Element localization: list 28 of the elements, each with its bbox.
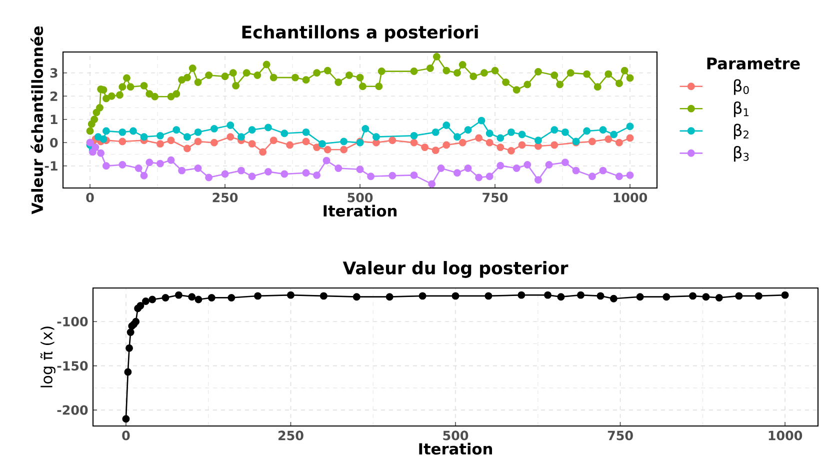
chart-title: Valeur du log posterior [342,261,568,278]
y-tick-label: 3 [50,68,58,78]
y-tick-label: 1 [50,114,58,124]
y-tick-label: -200 [57,405,88,415]
legend-label: β$_{1}$ [734,102,749,118]
x-tick-label: 0 [122,430,130,440]
x-tick-label: 500 [443,430,468,440]
y-axis-title: Valeur échantillonnée [30,26,44,214]
x-tick-label: 750 [608,430,633,440]
y-tick-label: -150 [57,361,88,371]
x-tick-label: 250 [212,192,238,202]
chart-title: Echantillons a posteriori [242,25,478,42]
y-axis-title: log π̃ (x) [40,326,56,388]
legend-title: Parametre [707,58,800,70]
y-tick-label: 0 [50,138,58,148]
x-axis-title: Iteration [324,204,396,217]
legend-label: β$_{0}$ [734,79,749,95]
y-tick-label: -100 [57,316,88,326]
x-tick-label: 750 [482,192,508,202]
x-axis-title: Iteration [419,442,492,455]
x-tick-label: 250 [278,430,304,440]
x-tick-label: 1000 [614,192,648,202]
legend-label: β$_{3}$ [734,146,749,162]
x-tick-label: 500 [348,192,373,202]
x-tick-label: 1000 [768,430,802,440]
legend-label: β$_{2}$ [734,124,748,140]
y-tick-label: 2 [50,91,58,101]
y-tick-label: -1 [44,161,58,171]
